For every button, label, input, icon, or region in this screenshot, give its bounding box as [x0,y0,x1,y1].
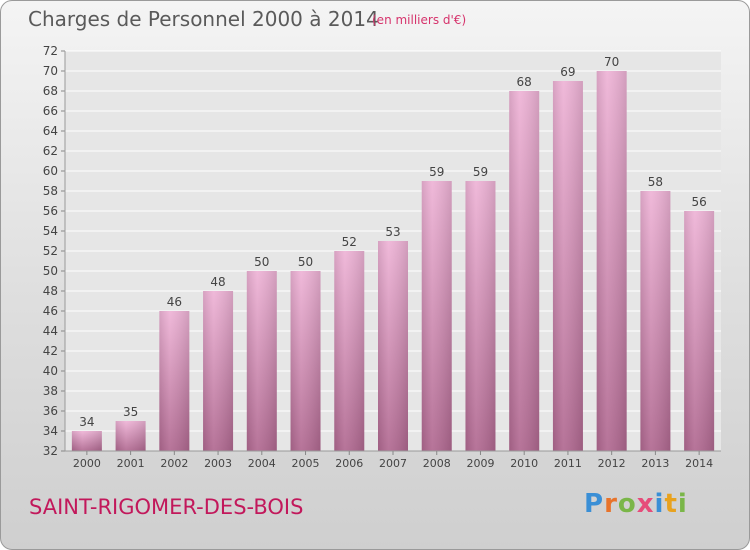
x-tick-label: 2009 [466,457,494,470]
data-label: 56 [691,195,706,209]
data-label: 46 [167,295,182,309]
y-tick-label: 36 [43,404,58,418]
data-label: 70 [604,55,619,69]
data-label: 52 [342,235,357,249]
x-tick-label: 2011 [554,457,582,470]
proxiti-logo: Proxiti [584,489,688,519]
y-tick-label: 34 [43,424,58,438]
bar-shade [159,311,190,451]
x-tick-label: 2007 [379,457,407,470]
logo-letter: x [636,489,655,519]
x-tick-label: 2005 [292,457,320,470]
y-tick-label: 70 [43,64,58,78]
bar-shade [596,71,627,451]
y-tick-label: 64 [43,124,58,138]
y-tick-label: 46 [43,304,58,318]
data-label: 35 [123,405,138,419]
bar-shade [552,81,583,451]
y-tick-label: 68 [43,84,58,98]
x-tick-label: 2003 [204,457,232,470]
x-tick-label: 2014 [685,457,713,470]
logo-letter: i [677,489,688,519]
bar-shade [378,241,408,451]
logo-letter: P [584,489,605,519]
y-tick-label: 32 [43,444,58,458]
y-tick-label: 48 [43,284,58,298]
bar-shade [246,271,277,451]
y-tick-label: 54 [43,224,58,238]
data-label: 34 [79,415,94,429]
bar-shade [465,181,496,451]
data-label: 50 [254,255,269,269]
y-tick-label: 66 [43,104,58,118]
x-tick-label: 2012 [598,457,626,470]
x-tick-label: 2000 [73,457,101,470]
data-label: 68 [517,75,532,89]
logo-letter: r [604,489,618,519]
chart-title: Charges de Personnel 2000 à 2014 [28,7,379,31]
bar-shade [421,181,452,451]
x-tick-label: 2010 [510,457,538,470]
data-label: 69 [560,65,575,79]
data-label: 59 [473,165,488,179]
x-tick-label: 2001 [117,457,145,470]
chart-subtitle: (en milliers d'€) [372,13,467,27]
bar-shade [71,431,102,451]
bar-shade [684,211,715,451]
y-tick-label: 52 [43,244,58,258]
data-label: 48 [210,275,225,289]
bar-shade [203,291,234,451]
x-tick-label: 2013 [641,457,669,470]
commune-name: SAINT-RIGOMER-DES-BOIS [29,495,304,519]
y-tick-label: 56 [43,204,58,218]
bar-shade [509,91,540,451]
y-tick-label: 60 [43,164,58,178]
y-tick-label: 50 [43,264,58,278]
x-tick-label: 2004 [248,457,276,470]
y-tick-label: 40 [43,364,58,378]
x-tick-label: 2002 [160,457,188,470]
data-label: 59 [429,165,444,179]
data-label: 53 [385,225,400,239]
y-tick-label: 58 [43,184,58,198]
bar-shade [115,421,146,451]
y-tick-label: 42 [43,344,58,358]
y-tick-label: 44 [43,324,58,338]
y-tick-label: 38 [43,384,58,398]
y-tick-label: 72 [43,44,58,58]
data-label: 58 [648,175,663,189]
x-tick-label: 2008 [423,457,451,470]
logo-letter: o [617,489,637,519]
bar-shade [334,251,365,451]
logo-letter: t [664,489,678,519]
x-tick-label: 2006 [335,457,363,470]
data-label: 50 [298,255,313,269]
logo-letter: i [654,489,665,519]
bar-shade [640,191,671,451]
y-tick-label: 62 [43,144,58,158]
bar-shade [290,271,321,451]
